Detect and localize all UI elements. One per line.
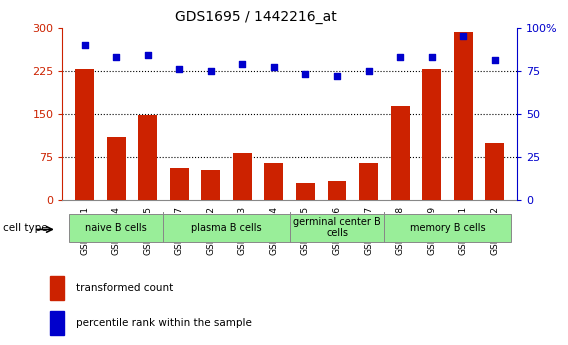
Bar xyxy=(201,170,220,200)
Text: GDS1695 / 1442216_at: GDS1695 / 1442216_at xyxy=(175,10,336,24)
Bar xyxy=(233,153,252,200)
Text: germinal center B
cells: germinal center B cells xyxy=(293,217,381,238)
Point xyxy=(238,61,247,67)
Bar xyxy=(138,115,157,200)
Point xyxy=(459,33,468,39)
Text: plasma B cells: plasma B cells xyxy=(191,223,262,233)
Bar xyxy=(75,69,94,200)
Bar xyxy=(485,142,504,200)
Bar xyxy=(69,214,164,242)
Point xyxy=(269,65,278,70)
Text: percentile rank within the sample: percentile rank within the sample xyxy=(76,318,252,328)
Point xyxy=(427,54,436,60)
Bar xyxy=(328,181,346,200)
Point xyxy=(364,68,373,73)
Point xyxy=(395,54,404,60)
Point xyxy=(490,58,499,63)
Bar xyxy=(170,168,189,200)
Text: naive B cells: naive B cells xyxy=(85,223,147,233)
Bar xyxy=(385,214,511,242)
Bar xyxy=(422,69,441,200)
Point xyxy=(206,68,215,73)
Text: transformed count: transformed count xyxy=(76,284,173,293)
Bar xyxy=(50,276,64,300)
Bar xyxy=(454,32,473,200)
Bar xyxy=(265,163,283,200)
Bar xyxy=(296,183,315,200)
Text: memory B cells: memory B cells xyxy=(410,223,485,233)
Text: cell type: cell type xyxy=(3,224,48,233)
Point xyxy=(143,52,152,58)
Bar xyxy=(359,163,378,200)
Point xyxy=(332,73,341,79)
Bar xyxy=(107,137,126,200)
Bar xyxy=(164,214,290,242)
Point xyxy=(80,42,89,48)
Point xyxy=(301,71,310,77)
Bar xyxy=(50,310,64,335)
Bar xyxy=(290,214,385,242)
Point xyxy=(175,66,184,72)
Point xyxy=(111,54,120,60)
Bar xyxy=(391,106,410,200)
